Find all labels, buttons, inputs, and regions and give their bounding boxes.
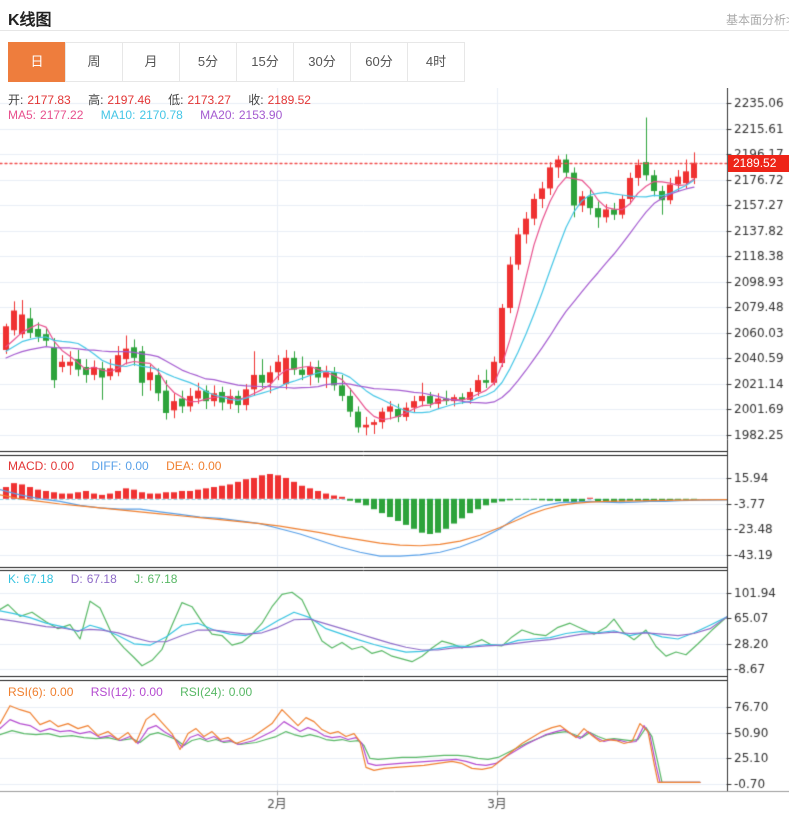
macd-summary: MACD: 0.00 DIFF: 0.00 DEA: 0.00 xyxy=(8,459,225,473)
fundamental-analysis-link[interactable]: 基本面分析> xyxy=(725,13,789,27)
tab-4时[interactable]: 4时 xyxy=(407,42,465,82)
kdj-summary: K: 67.18 D: 67.18 J: 67.18 xyxy=(8,572,181,586)
tab-30分[interactable]: 30分 xyxy=(293,42,351,82)
d-value: 67.18 xyxy=(86,572,117,586)
rsi6-label: RSI(6): xyxy=(8,685,47,699)
dea-label: DEA: xyxy=(166,459,195,473)
tab-5分[interactable]: 5分 xyxy=(179,42,237,82)
low-label: 低: xyxy=(168,93,184,107)
high-value: 2197.46 xyxy=(107,93,151,107)
tab-60分[interactable]: 60分 xyxy=(350,42,408,82)
j-label: J: xyxy=(134,572,144,586)
page-title: K线图 xyxy=(8,12,52,29)
current-price-badge: 2189.52 xyxy=(728,155,789,172)
ma10-label: MA10: xyxy=(100,108,136,122)
dea-value: 0.00 xyxy=(198,459,222,473)
diff-value: 0.00 xyxy=(125,459,149,473)
rsi24-value: 0.00 xyxy=(228,685,253,699)
rsi24-label: RSI(24): xyxy=(180,685,225,699)
chart-canvas[interactable] xyxy=(0,88,789,815)
j-value: 67.18 xyxy=(147,572,178,586)
high-label: 高: xyxy=(88,93,104,107)
open-label: 开: xyxy=(8,93,24,107)
k-value: 67.18 xyxy=(23,572,54,586)
rsi12-value: 0.00 xyxy=(139,685,163,699)
macd-value: 0.00 xyxy=(50,459,75,473)
d-label: D: xyxy=(70,572,83,586)
macd-label: MACD: xyxy=(8,459,47,473)
header-divider xyxy=(0,30,789,31)
rsi12-label: RSI(12): xyxy=(90,685,136,699)
k-label: K: xyxy=(8,572,20,586)
ma5-value: 2177.22 xyxy=(40,108,84,122)
ma5-label: MA5: xyxy=(8,108,37,122)
low-value: 2173.27 xyxy=(187,93,231,107)
diff-label: DIFF: xyxy=(91,459,122,473)
tab-周[interactable]: 周 xyxy=(65,42,123,82)
tab-月[interactable]: 月 xyxy=(122,42,180,82)
ma-summary: MA5: 2177.22 MA10: 2170.78 MA20: 2153.90 xyxy=(8,108,286,122)
close-label: 收: xyxy=(248,93,264,107)
open-value: 2177.83 xyxy=(27,93,71,107)
tab-15分[interactable]: 15分 xyxy=(236,42,294,82)
ma10-value: 2170.78 xyxy=(139,108,183,122)
close-value: 2189.52 xyxy=(267,93,311,107)
interval-tab-bar: 日周月 5分 15分 30分 60分 4时 xyxy=(8,42,465,82)
ohlc-summary: 开: 2177.83 高: 2197.46 低: 2173.27 收: 2189.52 xyxy=(8,91,315,108)
rsi-summary: RSI(6): 0.00 RSI(12): 0.00 RSI(24): 0.00 xyxy=(8,685,256,699)
ma20-value: 2153.90 xyxy=(238,108,283,122)
tab-日[interactable]: 日 xyxy=(8,42,66,82)
rsi6-value: 0.00 xyxy=(50,685,74,699)
ma20-label: MA20: xyxy=(200,108,235,122)
